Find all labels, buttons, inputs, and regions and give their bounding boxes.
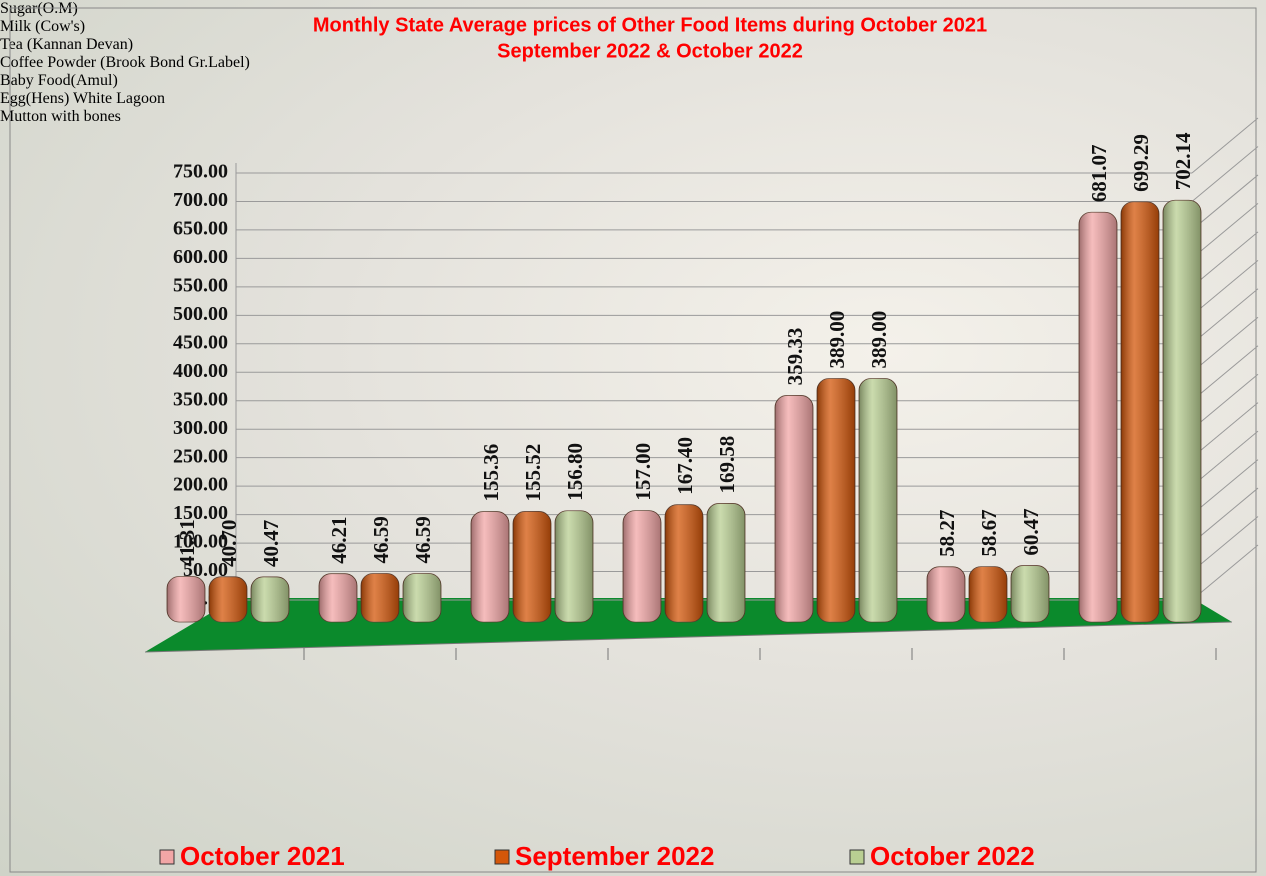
bar-shade (775, 395, 813, 622)
legend-label: October 2022 (870, 841, 1035, 871)
value-label: 155.52 (521, 444, 545, 502)
legend-swatch (494, 849, 510, 865)
chart-border (9, 7, 1257, 873)
bar-shade (665, 504, 703, 622)
value-label: 699.29 (1129, 134, 1153, 192)
bar-shade (1011, 565, 1049, 622)
value-label: 167.40 (673, 437, 697, 495)
grid-line-side (1191, 146, 1259, 202)
bar-shade (319, 573, 357, 622)
y-tick-label: 350.00 (173, 388, 228, 410)
legend-swatch (849, 849, 865, 865)
grid-line-side (1191, 316, 1259, 373)
y-tick-label: 100.00 (173, 531, 228, 553)
bar-shade (555, 510, 593, 622)
y-tick-label: 300.00 (173, 417, 228, 439)
value-label: 41.31 (175, 519, 199, 566)
bar-shade (927, 566, 965, 622)
legend-label: October 2021 (180, 841, 345, 871)
y-tick-label: 250.00 (173, 445, 228, 467)
grid-line-side (1191, 430, 1259, 487)
value-label: 60.47 (1019, 508, 1043, 555)
value-label: 58.67 (977, 509, 1001, 556)
grid-line-side (1191, 345, 1259, 402)
grid-line-side (1191, 288, 1259, 345)
grid-line-side (1191, 203, 1259, 259)
x-tick-label: Coffee Powder (Brook Bond Gr.Label) (0, 54, 250, 71)
y-tick-label: 750.00 (173, 161, 228, 183)
value-label: 702.14 (1171, 132, 1195, 190)
grid-line-side (1191, 402, 1259, 459)
grid-line-side (1191, 174, 1259, 231)
value-label: 40.70 (217, 520, 241, 567)
value-label: 155.36 (479, 444, 503, 502)
bar-shade (209, 576, 247, 622)
grid-line-side (1191, 117, 1259, 174)
legend-label: September 2022 (515, 841, 714, 871)
floor-edge (144, 621, 1233, 653)
y-tick-label: 700.00 (173, 189, 228, 211)
y-tick-label: 400.00 (173, 360, 228, 382)
value-label: 389.00 (867, 311, 891, 369)
bar-shade (817, 378, 855, 622)
value-label: 46.59 (369, 516, 393, 563)
chart-title: Monthly State Average prices of Other Fo… (313, 14, 987, 36)
value-label: 46.59 (411, 516, 435, 563)
bar-shade (251, 576, 289, 622)
bar-shade (1163, 200, 1201, 622)
legend-swatch (159, 849, 175, 865)
x-tick-label: Baby Food(Amul) (0, 72, 118, 89)
y-tick-label: 650.00 (173, 218, 228, 240)
bar-shade (471, 511, 509, 622)
bar-shade (1121, 201, 1159, 622)
grid-line-side (1191, 487, 1259, 544)
bar-shade (623, 510, 661, 622)
grid-line-side (1191, 373, 1259, 430)
y-tick-label: 200.00 (173, 474, 228, 496)
bar-shade (361, 573, 399, 622)
y-tick-label: 500.00 (173, 303, 228, 325)
value-label: 58.27 (935, 510, 959, 557)
y-tick-label: 600.00 (173, 246, 228, 268)
grid-line-side (1191, 516, 1259, 572)
y-tick-label: 50.00 (183, 559, 228, 581)
value-label: 681.07 (1087, 144, 1111, 202)
bar-shade (1079, 212, 1117, 622)
bar-shade (859, 378, 897, 622)
y-tick-label: 550.00 (173, 274, 228, 296)
bar-shade (403, 573, 441, 622)
chart-subtitle: September 2022 & October 2022 (497, 40, 803, 62)
x-tick-label: Mutton with bones (0, 108, 121, 125)
grid-line-side (1191, 259, 1259, 316)
bar-shade (513, 511, 551, 622)
value-label: 359.33 (783, 328, 807, 386)
value-label: 389.00 (825, 311, 849, 369)
x-tick-label: Egg(Hens) White Lagoon (0, 90, 165, 107)
value-label: 157.00 (631, 443, 655, 501)
y-tick-label: 450.00 (173, 331, 228, 353)
bar-shade (969, 566, 1007, 622)
value-label: 40.47 (259, 520, 283, 567)
x-tick-label: Tea (Kannan Devan) (0, 36, 134, 53)
y-tick-label: 150.00 (173, 502, 228, 524)
bar-shade (167, 576, 205, 622)
grid-line-side (1191, 459, 1259, 515)
value-label: 46.21 (327, 516, 351, 563)
grid-line-side (1191, 231, 1259, 288)
value-label: 156.80 (563, 443, 587, 501)
value-label: 169.58 (715, 436, 739, 494)
bar-shade (707, 503, 745, 622)
grid-line-side (1191, 544, 1259, 601)
x-tick-label: Milk (Cow's) (0, 18, 86, 35)
